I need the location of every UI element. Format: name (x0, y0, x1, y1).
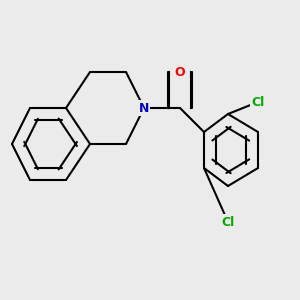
Text: O: O (175, 65, 185, 79)
Text: Cl: Cl (251, 95, 265, 109)
Text: Cl: Cl (221, 215, 235, 229)
Text: N: N (139, 101, 149, 115)
